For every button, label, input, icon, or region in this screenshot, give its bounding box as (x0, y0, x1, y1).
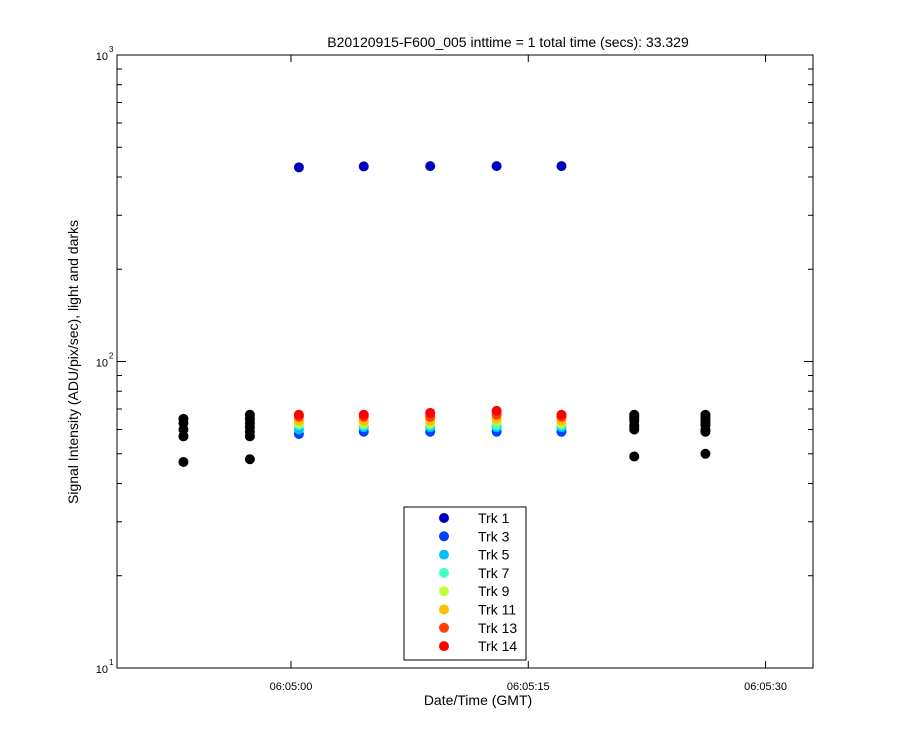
legend-label: Trk 9 (478, 583, 510, 599)
dark-point (244, 409, 255, 420)
dark-point (700, 409, 711, 420)
series-point (293, 162, 304, 173)
y-tick-label: 10 (96, 664, 108, 676)
series-point (425, 161, 436, 172)
y-tick-label: 10 (96, 358, 108, 370)
legend-label: Trk 1 (478, 510, 510, 526)
legend-marker (439, 604, 449, 615)
legend-marker (439, 549, 449, 560)
legend-marker (439, 513, 449, 523)
legend-marker (439, 622, 449, 633)
series-point (556, 409, 567, 420)
y-tick-exponent: 1 (109, 658, 114, 667)
legend: Trk 1 Trk 3 Trk 5 Trk 7 Trk 9 Trk 11 Trk 13 Trk… (403, 506, 527, 661)
dark-point (244, 454, 255, 465)
legend-label: Trk 11 (478, 602, 516, 618)
series-point (293, 409, 304, 420)
series-point (556, 161, 567, 172)
legend-marker (439, 586, 449, 597)
legend-label: Trk 13 (478, 620, 517, 636)
series-point (491, 161, 502, 172)
legend-label: Trk 14 (478, 638, 517, 654)
series-point (358, 161, 369, 172)
legend-label: Trk 5 (478, 547, 510, 563)
y-tick-exponent: 3 (109, 45, 114, 54)
x-tick-label: 06:05:00 (270, 681, 313, 693)
dark-point (178, 457, 189, 468)
x-axis-label: Date/Time (GMT) (424, 692, 532, 708)
chart-title: B20120915-F600_005 inttime = 1 total tim… (327, 34, 689, 50)
x-tick-label: 06:05:30 (744, 681, 787, 693)
series-point (491, 405, 502, 416)
legend-marker (439, 567, 449, 578)
dark-point (178, 413, 189, 424)
x-axis-ticks: 06:05:00 06:05:15 06:05:30 (270, 55, 787, 693)
series-point (358, 409, 369, 420)
legend-box (403, 506, 527, 661)
y-tick-exponent: 2 (109, 352, 114, 361)
dark-point (700, 448, 711, 459)
series-point (425, 407, 436, 418)
y-tick-label: 10 (96, 51, 108, 63)
y-axis-label: Signal Intensity (ADU/pix/sec), light an… (65, 220, 81, 504)
dark-point (629, 451, 640, 462)
dark-point (629, 409, 640, 420)
x-tick-label: 06:05:15 (507, 681, 550, 693)
legend-label: Trk 7 (478, 565, 510, 581)
data-points (178, 161, 711, 468)
legend-marker (439, 531, 449, 542)
legend-marker (439, 641, 449, 652)
legend-label: Trk 3 (478, 528, 510, 544)
